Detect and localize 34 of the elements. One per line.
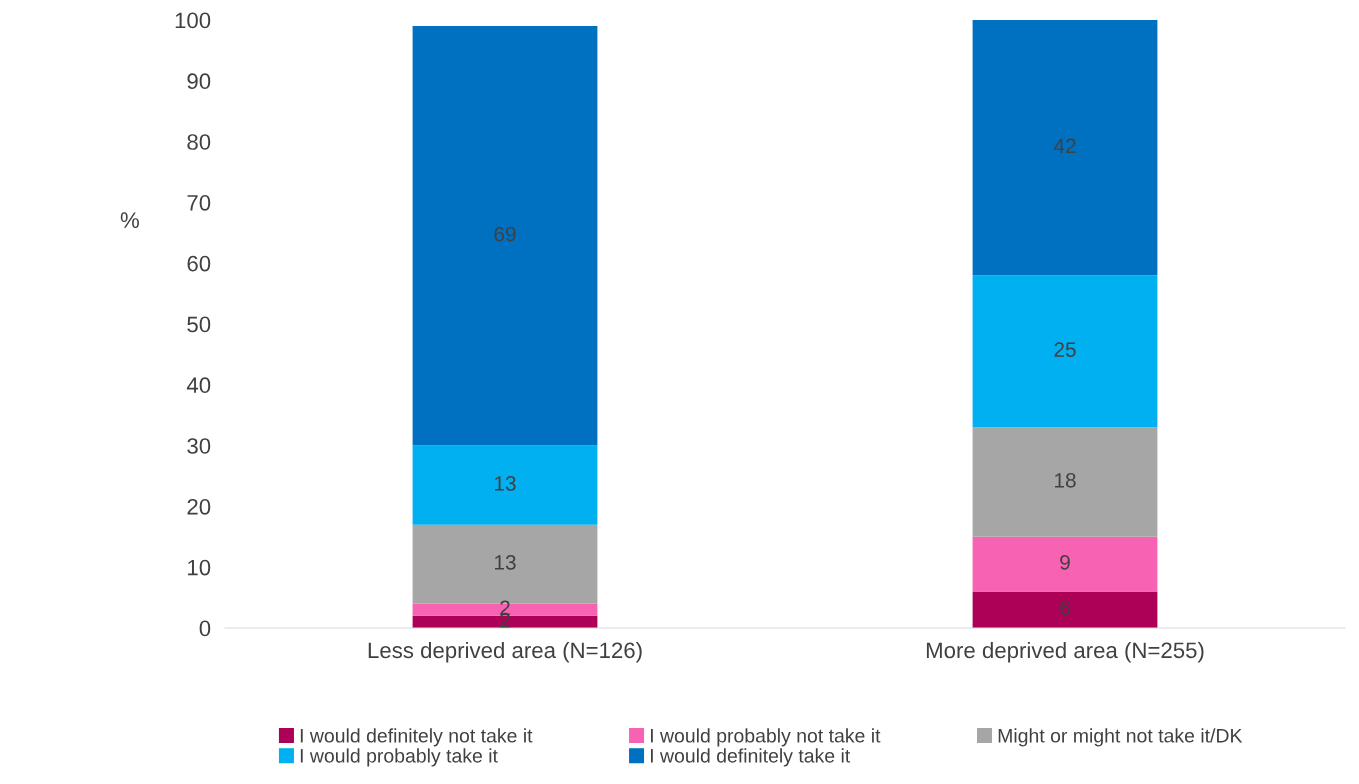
legend-label: Might or might not take it/DK [998, 728, 1243, 747]
data-label: 13 [495, 555, 516, 570]
bar [972, 20, 1158, 276]
data-label: 42 [1053, 138, 1076, 154]
y-tick-label: 90 [187, 73, 211, 90]
bar [412, 445, 598, 525]
x-tick-label: Less deprived area (N=126) [368, 641, 642, 663]
y-tick-label: 20 [187, 498, 211, 515]
bar [972, 591, 1158, 628]
legend-label: I would definitely not take it [300, 728, 533, 747]
y-axis-title: % [120, 212, 139, 228]
x-tick-label: More deprived area (N=255) [926, 641, 1204, 663]
y-tick-label: 100 [175, 12, 211, 29]
bar [972, 427, 1158, 537]
data-label: 18 [1055, 472, 1076, 488]
y-tick-label: 10 [188, 559, 211, 576]
y-tick-label: 80 [187, 134, 211, 150]
bar [412, 26, 598, 446]
y-tick-label: 40 [186, 377, 211, 394]
legend-label: I would probably take it [300, 748, 498, 767]
data-label: 13 [495, 475, 516, 491]
data-label: 25 [1054, 342, 1076, 357]
y-tick-label: 50 [187, 316, 211, 333]
y-tick-label: 30 [187, 438, 211, 454]
bar [972, 275, 1158, 428]
data-label: 9 [1060, 555, 1070, 570]
legend-label: I would definitely take it [650, 748, 851, 767]
y-tick-label: 70 [187, 194, 211, 211]
y-tick-label: 60 [187, 255, 211, 272]
data-label: 6 [1060, 600, 1070, 616]
legend-label: I would probably not take it [650, 728, 881, 747]
bar [972, 536, 1158, 592]
data-label: 69 [494, 226, 516, 242]
y-tick-label: 0 [199, 620, 211, 637]
